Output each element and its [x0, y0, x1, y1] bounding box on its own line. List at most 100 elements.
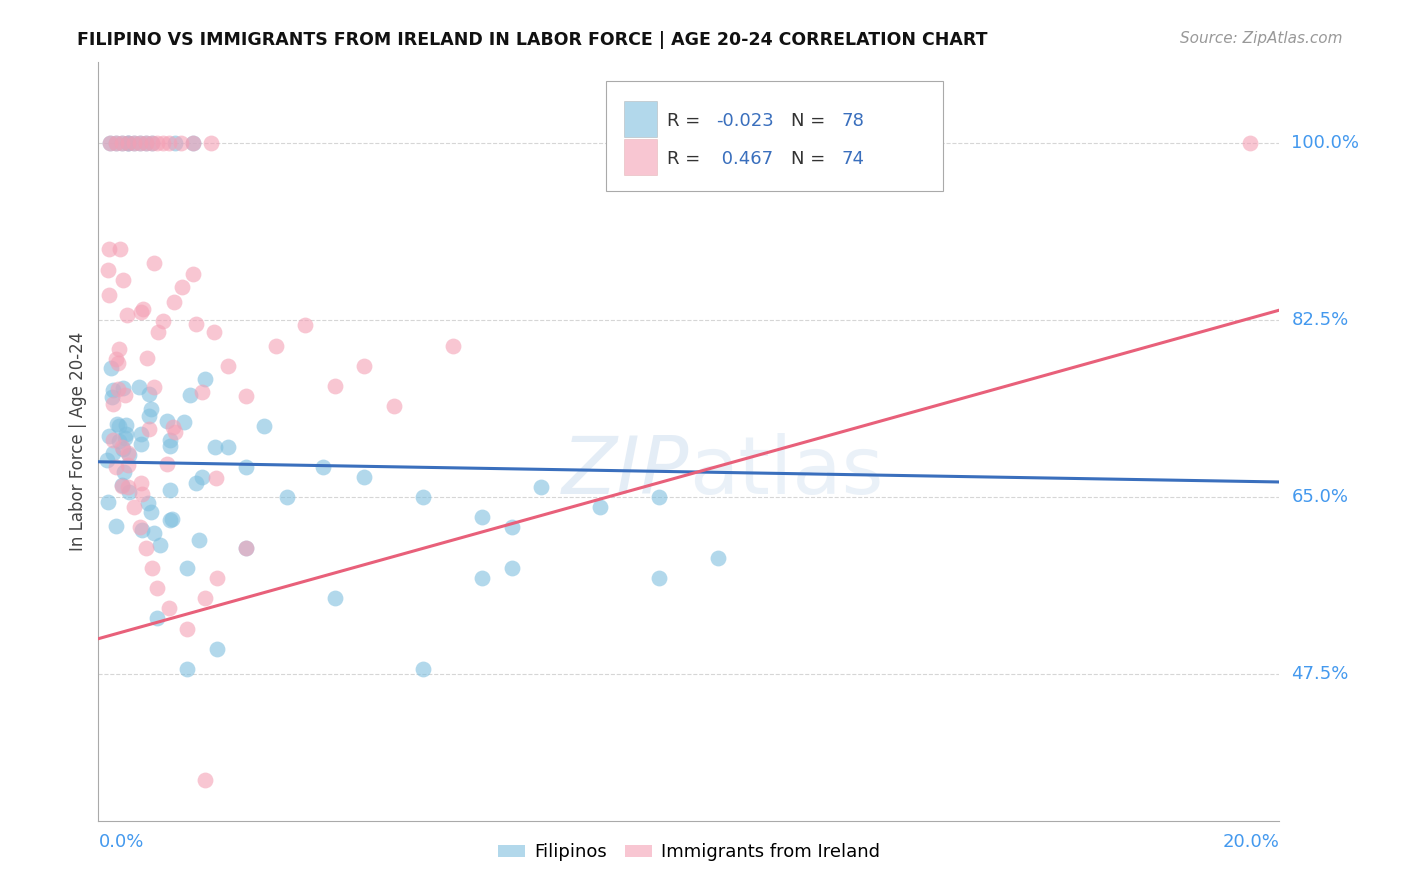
Point	[382, 399, 405, 413]
Point	[159, 513, 181, 527]
Text: N =: N =	[790, 150, 831, 168]
Point	[108, 343, 131, 357]
Point	[163, 295, 186, 310]
Point	[135, 136, 157, 151]
Text: ZIP: ZIP	[561, 433, 689, 511]
Point	[157, 601, 180, 615]
Point	[648, 490, 671, 504]
Point	[138, 422, 160, 436]
Point	[131, 436, 153, 450]
Text: 0.467: 0.467	[716, 150, 773, 168]
Point	[156, 457, 179, 471]
Point	[589, 500, 612, 515]
Point	[165, 136, 187, 151]
Y-axis label: In Labor Force | Age 20-24: In Labor Force | Age 20-24	[69, 332, 87, 551]
Text: 20.0%: 20.0%	[1223, 833, 1279, 851]
Point	[135, 351, 157, 365]
Point	[117, 136, 139, 151]
Text: 0.0%: 0.0%	[98, 833, 143, 851]
Point	[101, 383, 124, 397]
Point	[235, 459, 257, 474]
Point	[97, 263, 120, 277]
Point	[128, 379, 150, 393]
Point	[191, 384, 214, 399]
Point	[112, 442, 135, 456]
Point	[136, 496, 159, 510]
Point	[152, 136, 174, 151]
Point	[142, 525, 165, 540]
Point	[103, 396, 125, 410]
Point	[501, 561, 523, 575]
Point	[97, 495, 120, 509]
Point	[530, 480, 553, 494]
Point	[176, 561, 198, 575]
Point	[170, 279, 193, 293]
Point	[205, 571, 228, 585]
Point	[97, 288, 120, 302]
Point	[159, 483, 181, 497]
Point	[104, 518, 127, 533]
Text: atlas: atlas	[689, 433, 883, 511]
Point	[141, 136, 163, 151]
Point	[471, 571, 494, 585]
Point	[142, 256, 165, 270]
Point	[141, 561, 163, 575]
Point	[98, 242, 121, 256]
Text: Source: ZipAtlas.com: Source: ZipAtlas.com	[1180, 31, 1343, 46]
Point	[194, 591, 217, 606]
Text: 82.5%: 82.5%	[1291, 311, 1348, 329]
Point	[129, 426, 152, 441]
Point	[146, 136, 169, 151]
Text: 65.0%: 65.0%	[1291, 488, 1348, 506]
Point	[115, 308, 138, 322]
Point	[139, 401, 162, 416]
Point	[353, 359, 375, 373]
Point	[186, 475, 208, 490]
Point	[152, 314, 174, 328]
Point	[111, 478, 134, 492]
Point	[131, 523, 153, 537]
Point	[98, 429, 121, 443]
Point	[194, 773, 217, 788]
Point	[312, 459, 335, 474]
Point	[138, 387, 160, 401]
Point	[205, 471, 228, 485]
FancyBboxPatch shape	[606, 81, 943, 191]
Point	[117, 136, 139, 151]
Point	[176, 622, 198, 636]
Point	[501, 520, 523, 534]
Point	[114, 427, 136, 442]
Bar	[624, 101, 657, 137]
Point	[217, 440, 239, 454]
Point	[98, 136, 121, 151]
Point	[181, 267, 204, 281]
Point	[132, 302, 155, 317]
Text: 78: 78	[841, 112, 865, 130]
Point	[105, 417, 128, 431]
Point	[139, 505, 162, 519]
Point	[112, 273, 135, 287]
Point	[96, 452, 118, 467]
Point	[117, 446, 139, 460]
Text: R =: R =	[666, 150, 706, 168]
Point	[353, 470, 375, 484]
Point	[146, 611, 169, 625]
Point	[101, 446, 124, 460]
Point	[276, 490, 298, 504]
Point	[176, 662, 198, 676]
Point	[118, 448, 141, 462]
Point	[131, 487, 153, 501]
Point	[117, 458, 139, 472]
Point	[707, 550, 730, 565]
Point	[111, 479, 134, 493]
Point	[131, 305, 153, 319]
Point	[122, 500, 145, 515]
Point	[194, 372, 217, 386]
Point	[648, 571, 671, 585]
Point	[253, 419, 276, 434]
Point	[117, 136, 139, 151]
Point	[122, 136, 145, 151]
Bar	[624, 139, 657, 175]
Point	[105, 136, 128, 151]
Point	[112, 465, 135, 479]
